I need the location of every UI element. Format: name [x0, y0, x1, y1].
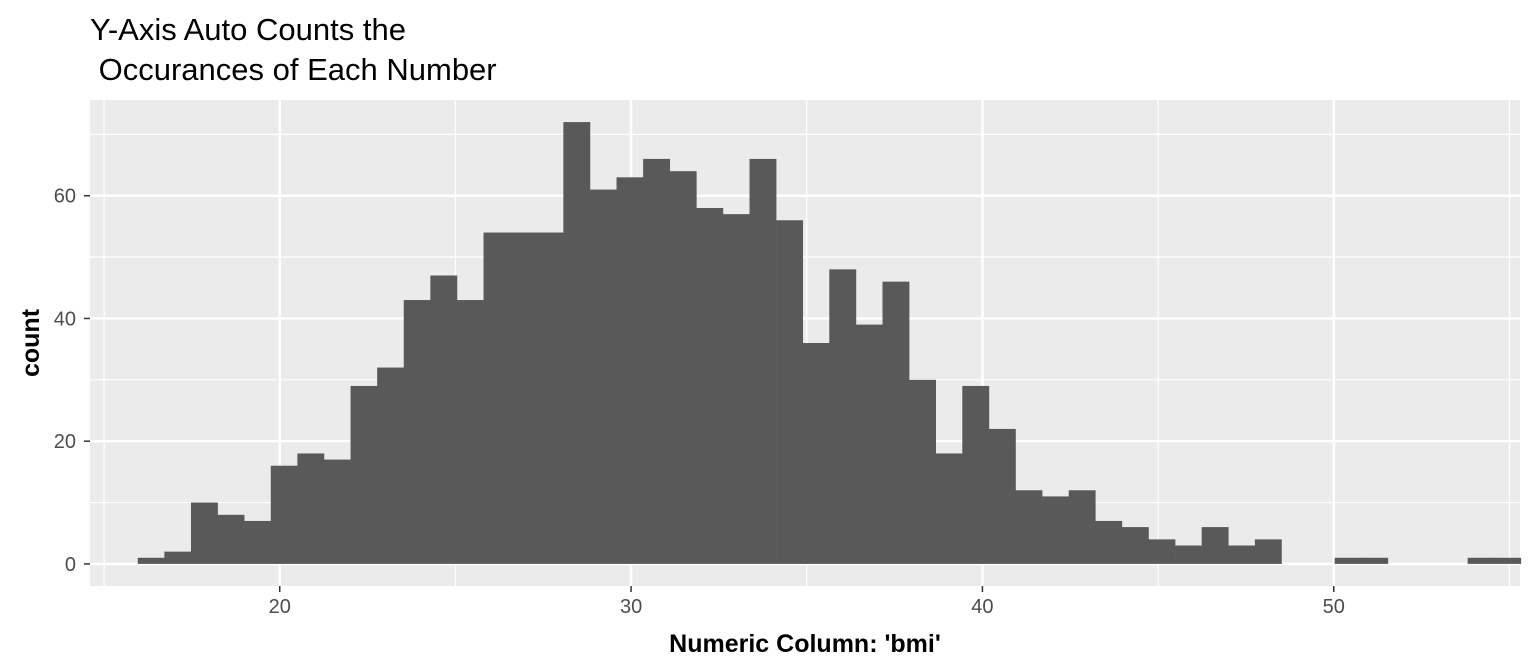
chart-title: Y-Axis Auto Counts the Occurances of Eac…: [90, 12, 497, 87]
histogram-bar: [749, 158, 777, 564]
histogram-bar: [829, 269, 857, 564]
histogram-bar: [137, 557, 165, 564]
histogram-bar: [510, 232, 538, 564]
y-axis: 0 20 40 60: [54, 186, 90, 576]
histogram-bar: [909, 379, 937, 564]
x-tick-label: 50: [1323, 596, 1345, 618]
y-tick-label: 0: [65, 554, 76, 576]
histogram-bar: [802, 343, 830, 564]
x-axis-title: Numeric Column: 'bmi': [669, 630, 941, 658]
histogram-bar: [855, 324, 883, 564]
histogram-bar: [1148, 539, 1176, 564]
histogram-bar: [403, 300, 431, 564]
y-axis-title: count: [17, 308, 45, 377]
histogram-bar: [377, 367, 405, 564]
histogram-bar: [430, 275, 458, 564]
histogram-bar: [589, 189, 617, 564]
histogram-bar: [1175, 545, 1202, 564]
histogram-bar: [643, 158, 671, 564]
x-tick-label: 20: [269, 596, 291, 618]
x-tick-label: 30: [620, 596, 642, 618]
histogram-bar: [536, 232, 564, 564]
histogram-bar: [297, 453, 325, 564]
histogram-bar: [776, 220, 804, 564]
x-axis: 20 30 40 50: [269, 586, 1345, 618]
histogram-bar: [563, 122, 591, 564]
histogram-bar: [323, 459, 351, 564]
histogram-bar: [217, 514, 245, 564]
histogram-bar: [164, 551, 192, 564]
y-tick-label: 40: [54, 308, 76, 330]
histogram-bar: [722, 214, 750, 564]
histogram-bar: [270, 465, 298, 564]
histogram-bar: [696, 208, 724, 564]
histogram-bar: [1228, 545, 1256, 564]
histogram-bar: [1201, 527, 1229, 564]
histogram-bar: [350, 385, 378, 564]
histogram-bar: [190, 502, 218, 564]
y-tick-label: 60: [54, 186, 76, 208]
histogram-bar: [1042, 496, 1069, 564]
histogram-bar: [244, 520, 272, 564]
histogram-bar: [1254, 539, 1282, 564]
histogram-bar: [1494, 557, 1522, 564]
histogram-bar: [1068, 490, 1096, 564]
histogram-bar: [882, 281, 910, 564]
histogram-bar: [1467, 557, 1495, 564]
histogram-bar: [1015, 490, 1043, 564]
histogram-bar: [616, 177, 644, 564]
histogram-bar: [1121, 527, 1149, 564]
histogram-bar: [935, 453, 963, 564]
histogram-bar: [669, 171, 697, 564]
histogram-bar: [483, 232, 511, 564]
histogram-bar: [962, 385, 990, 564]
histogram-bar: [988, 428, 1016, 564]
histogram-bars: [137, 122, 1522, 564]
histogram-bar: [1095, 520, 1123, 564]
histogram-bar: [1361, 557, 1389, 564]
histogram-bar: [1334, 557, 1362, 564]
x-tick-label: 40: [971, 596, 993, 618]
y-tick-label: 20: [54, 431, 76, 453]
histogram-bar: [456, 300, 484, 564]
